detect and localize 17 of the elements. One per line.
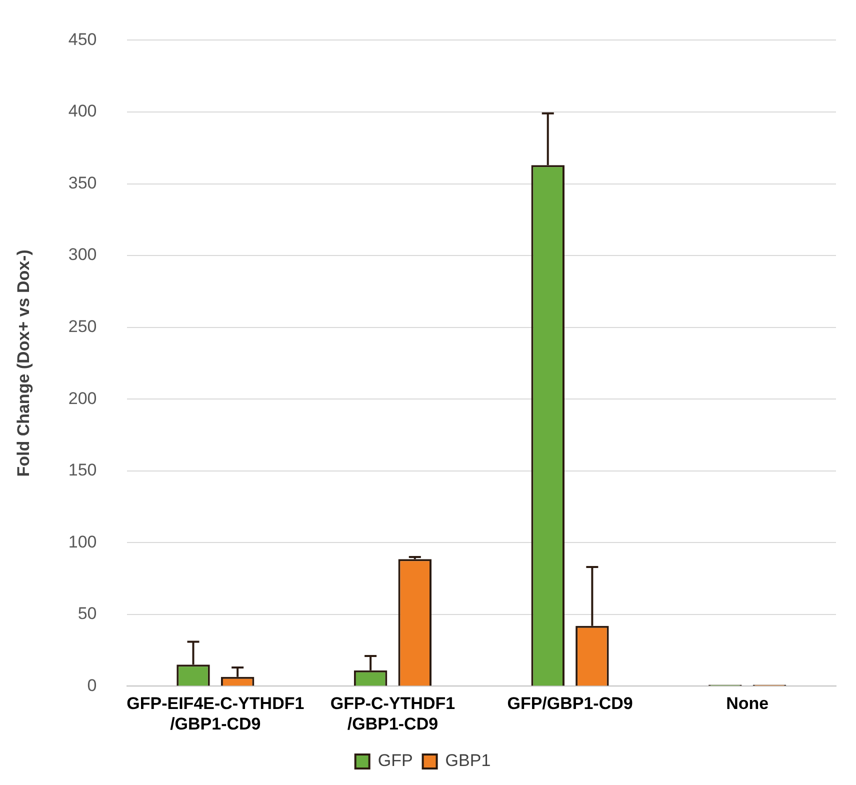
x-tick-label: None: [726, 694, 769, 714]
legend-label: GFP: [378, 751, 413, 770]
y-tick-label: 350: [68, 173, 97, 192]
y-axis-title: Fold Change (Dox+ vs Dox-): [14, 250, 33, 477]
y-tick-label: 250: [68, 317, 97, 336]
y-tick-label: 150: [68, 460, 97, 480]
y-tick-label: 450: [68, 30, 97, 49]
legend-label: GBP1: [445, 751, 491, 770]
x-tick-label: GFP-C-YTHDF1 /GBP1-CD9: [330, 694, 456, 734]
y-tick-label: 200: [68, 388, 97, 408]
y-tick-label: 400: [68, 102, 97, 121]
y-tick-label: 100: [68, 532, 97, 552]
y-tick-label: 50: [78, 604, 97, 624]
y-tick-label: 0: [87, 676, 97, 695]
y-tick-label: 300: [68, 245, 97, 264]
x-tick-label: GFP/GBP1-CD9: [507, 694, 633, 714]
x-tick-label: GFP-EIF4E-C-YTHDF1 /GBP1-CD9: [126, 694, 304, 734]
